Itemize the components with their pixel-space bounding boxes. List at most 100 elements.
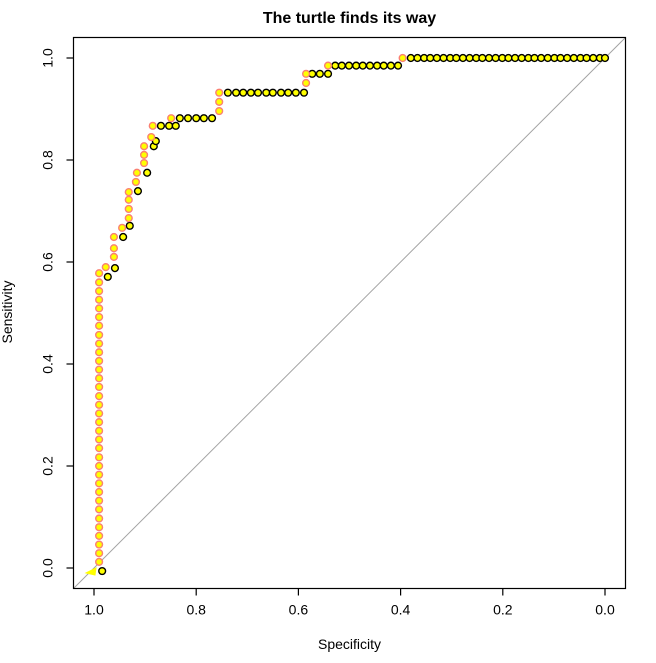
roc-point xyxy=(95,365,104,374)
x-tick-label: 0.0 xyxy=(595,602,615,618)
roc-point xyxy=(139,142,149,151)
roc-point xyxy=(253,88,263,97)
roc-point xyxy=(215,97,224,106)
roc-point xyxy=(510,53,520,63)
roc-point xyxy=(171,121,180,130)
roc-point xyxy=(95,312,104,322)
roc-point xyxy=(165,121,174,130)
roc-point xyxy=(432,53,441,63)
roc-point xyxy=(452,53,461,63)
roc-point xyxy=(95,374,104,383)
roc-point xyxy=(95,348,104,357)
roc-point xyxy=(465,53,474,63)
roc-point xyxy=(124,195,133,204)
roc-point xyxy=(337,61,346,70)
roc-point xyxy=(301,78,311,88)
roc-point xyxy=(563,53,572,63)
roc-point xyxy=(95,426,104,435)
roc-point xyxy=(139,158,149,168)
roc-point xyxy=(125,221,134,230)
roc-point xyxy=(95,339,104,348)
roc-point xyxy=(215,106,224,116)
roc-point xyxy=(148,121,157,130)
roc-point xyxy=(95,418,104,427)
roc-point xyxy=(398,53,407,63)
roc-point xyxy=(95,540,104,549)
roc-points-pink xyxy=(95,53,407,566)
roc-point xyxy=(95,557,104,566)
roc-points-black xyxy=(98,53,610,576)
roc-point xyxy=(239,88,248,97)
roc-point xyxy=(95,400,104,409)
roc-point xyxy=(323,69,333,78)
roc-point xyxy=(379,61,388,70)
x-tick-label: 0.6 xyxy=(289,602,309,618)
roc-point xyxy=(365,61,375,70)
roc-point xyxy=(95,461,104,471)
roc-point xyxy=(95,278,104,287)
y-axis: 0.0 0.2 0.4 0.6 0.8 1.0 xyxy=(40,48,74,578)
roc-point xyxy=(103,272,112,281)
roc-point xyxy=(491,53,500,63)
roc-point xyxy=(299,88,309,97)
roc-point xyxy=(262,88,271,97)
roc-point xyxy=(207,114,217,123)
roc-point xyxy=(95,470,104,479)
roc-point xyxy=(569,53,578,63)
roc-point xyxy=(323,61,333,70)
roc-point xyxy=(95,496,104,505)
roc-point xyxy=(276,88,286,97)
roc-point xyxy=(95,435,104,444)
roc-point xyxy=(600,53,610,63)
roc-point xyxy=(458,53,468,63)
roc-point xyxy=(537,53,546,63)
roc-point xyxy=(175,114,184,123)
plot-box xyxy=(72,36,627,590)
roc-point xyxy=(95,304,104,313)
roc-point xyxy=(406,53,415,63)
roc-point xyxy=(291,88,300,97)
roc-point xyxy=(98,566,107,576)
roc-point xyxy=(352,61,361,70)
roc-point xyxy=(301,69,311,78)
roc-point xyxy=(358,61,367,70)
roc-point xyxy=(95,514,104,523)
x-axis-title: Specificity xyxy=(317,636,382,652)
y-tick-label: 0.0 xyxy=(40,558,56,578)
roc-point xyxy=(284,88,293,97)
roc-point xyxy=(268,88,277,97)
y-axis-title: Sensitivity xyxy=(0,280,15,344)
roc-point xyxy=(101,263,110,272)
roc-point xyxy=(484,53,494,63)
y-tick-label: 0.2 xyxy=(40,456,56,476)
roc-point xyxy=(344,61,354,70)
roc-point xyxy=(543,53,552,63)
roc-point xyxy=(133,187,143,196)
roc-point xyxy=(119,232,128,242)
chart-title: The turtle finds its way xyxy=(262,10,437,27)
roc-point xyxy=(95,531,104,540)
roc-point xyxy=(109,232,119,242)
roc-point xyxy=(95,549,104,558)
roc-point xyxy=(95,382,104,392)
x-tick-label: 0.4 xyxy=(391,602,411,618)
roc-point xyxy=(517,53,526,63)
roc-point xyxy=(95,505,104,514)
roc-point xyxy=(478,53,487,63)
roc-point xyxy=(95,330,104,340)
roc-point xyxy=(95,479,104,488)
roc-point xyxy=(139,150,149,160)
roc-point xyxy=(582,53,591,63)
roc-point xyxy=(413,53,422,63)
roc-point xyxy=(95,295,104,304)
y-tick-label: 1.0 xyxy=(40,48,56,68)
y-tick-label: 0.6 xyxy=(40,252,56,272)
roc-point xyxy=(95,409,104,418)
roc-point xyxy=(589,53,598,63)
roc-point xyxy=(131,177,141,187)
roc-point xyxy=(95,286,104,296)
roc-point xyxy=(110,264,120,273)
roc-point xyxy=(147,132,156,142)
roc-point xyxy=(504,53,513,63)
